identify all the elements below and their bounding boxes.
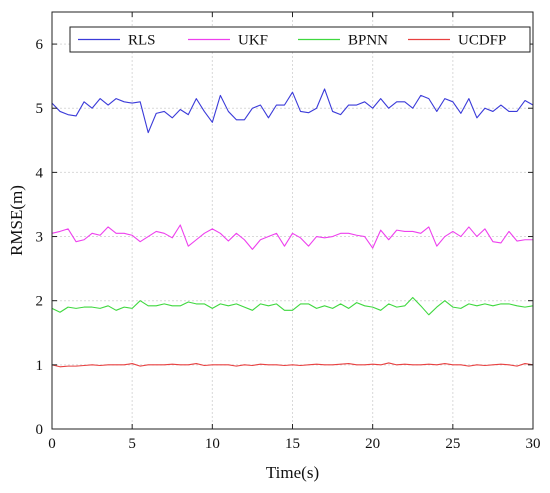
axis-ticks: 0 5 10 15 20 25 30 0 1 2 3 4 5 6 bbox=[36, 12, 541, 452]
grid-lines bbox=[52, 12, 533, 429]
legend-label-rls: RLS bbox=[128, 33, 156, 49]
x-tick-label: 5 bbox=[128, 436, 136, 452]
x-tick-label: 25 bbox=[445, 436, 460, 452]
legend-label-ukf: UKF bbox=[238, 33, 268, 49]
y-tick-label: 1 bbox=[36, 358, 44, 374]
x-tick-label: 0 bbox=[48, 436, 56, 452]
legend-label-ucdfp: UCDFP bbox=[458, 33, 506, 49]
y-tick-label: 2 bbox=[36, 294, 44, 310]
y-tick-label: 6 bbox=[36, 37, 44, 53]
x-axis-label: Time(s) bbox=[266, 463, 319, 482]
y-tick-label: 4 bbox=[36, 165, 44, 181]
x-tick-label: 30 bbox=[526, 436, 541, 452]
x-tick-label: 20 bbox=[365, 436, 380, 452]
y-tick-label: 3 bbox=[36, 230, 44, 246]
x-tick-label: 15 bbox=[285, 436, 300, 452]
y-tick-label: 5 bbox=[36, 101, 44, 117]
x-tick-label: 10 bbox=[205, 436, 220, 452]
y-tick-label: 0 bbox=[36, 422, 44, 438]
legend: RLS UKF BPNN UCDFP bbox=[69, 26, 531, 53]
series-line-ukf bbox=[51, 224, 533, 250]
legend-label-bpnn: BPNN bbox=[348, 33, 388, 49]
series-line-bpnn bbox=[51, 296, 534, 316]
series-line-rls bbox=[51, 88, 534, 134]
y-axis-label: RMSE(m) bbox=[7, 185, 26, 256]
series-line-ucdfp bbox=[51, 362, 534, 368]
series-lines bbox=[51, 88, 534, 368]
